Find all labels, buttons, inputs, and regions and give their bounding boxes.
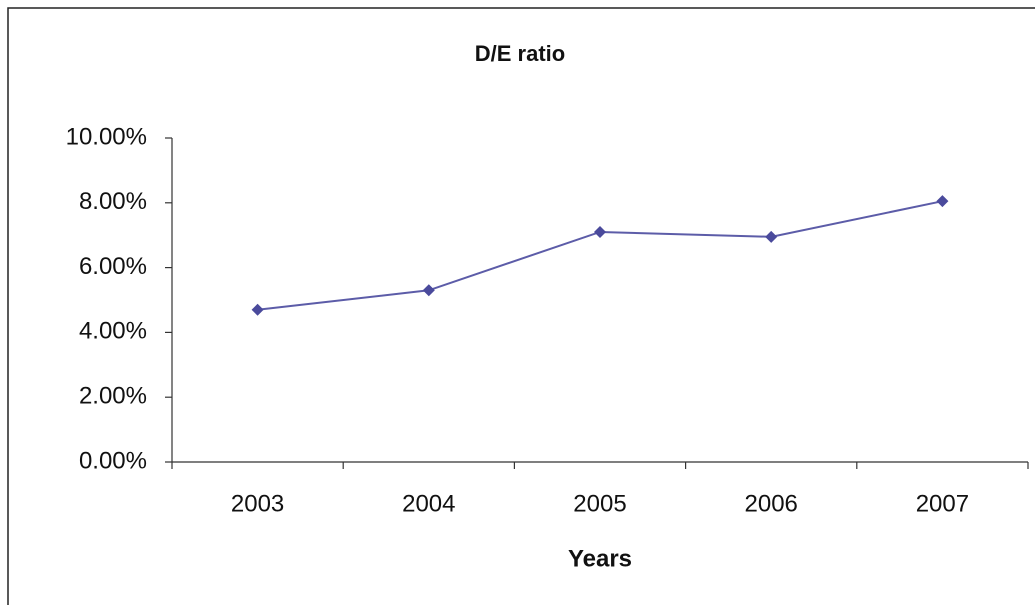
line (257, 200, 943, 311)
marker (594, 225, 606, 238)
y-tick-label: 10.00% (66, 123, 147, 150)
y-tick-label: 8.00% (79, 188, 147, 215)
x-tick-label: 2003 (231, 490, 284, 517)
marker (936, 195, 949, 208)
chart-border (7, 7, 1035, 605)
x-tick-label: 2007 (916, 490, 969, 517)
marker (422, 284, 435, 297)
x-tick-label: 2005 (573, 490, 626, 517)
y-tick-label: 6.00% (79, 253, 147, 280)
marker (251, 303, 264, 316)
y-tick-label: 2.00% (79, 383, 147, 410)
y-tick-label: 4.00% (79, 318, 147, 345)
y-tick-label: 0.00% (79, 447, 147, 474)
chart-title: D/E ratio (475, 41, 565, 66)
x-tick-label: 2004 (402, 490, 455, 517)
marker (765, 230, 778, 243)
x-tick-label: 2006 (745, 490, 798, 517)
x-axis-label: Years (568, 545, 632, 572)
